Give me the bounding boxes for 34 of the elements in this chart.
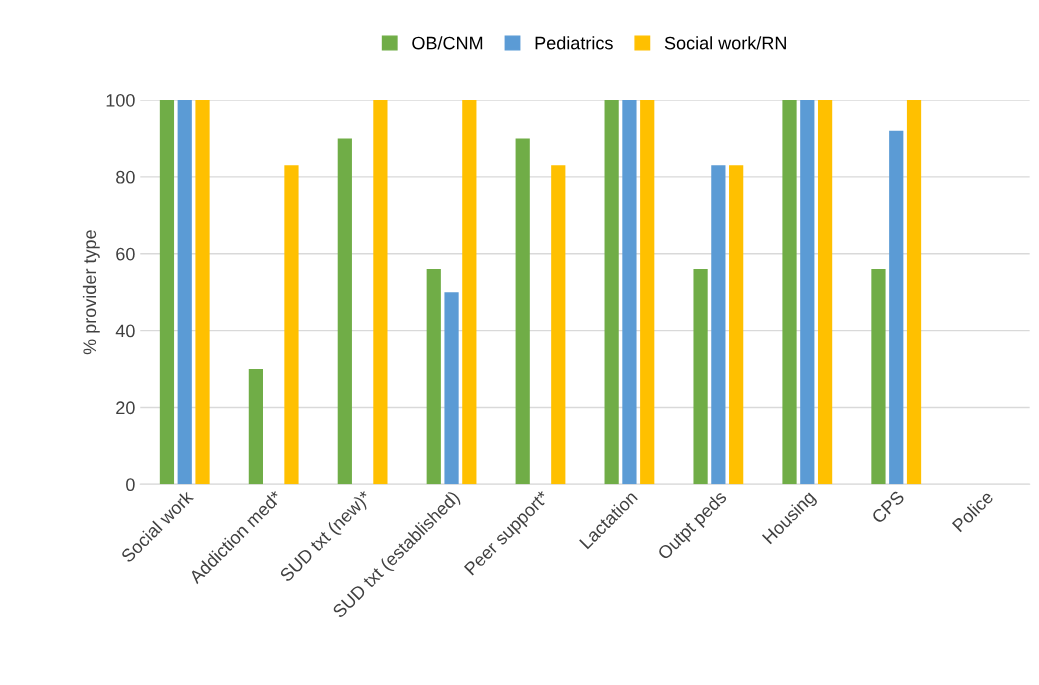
- legend-label: OB/CNM: [412, 36, 483, 50]
- bar: [373, 100, 388, 485]
- bar: [551, 165, 566, 485]
- bar: [711, 165, 726, 485]
- bar: [817, 100, 833, 485]
- bar: [889, 130, 904, 485]
- bar: [337, 138, 352, 485]
- bar: [159, 100, 175, 485]
- y-tick-label: 80: [116, 170, 135, 184]
- bar: [782, 100, 797, 485]
- bar: [693, 269, 708, 485]
- y-tick-label: 40: [115, 324, 135, 338]
- bar: [195, 100, 210, 485]
- bar: [906, 100, 922, 485]
- y-axis-title: % provider type: [82, 230, 100, 355]
- bar: [462, 100, 477, 485]
- y-tick-label: 60: [116, 247, 135, 261]
- y-tick-label: 0: [126, 478, 135, 492]
- bar: [177, 100, 192, 485]
- y-tick-label: 100: [106, 93, 135, 107]
- bar: [871, 269, 886, 485]
- bar: [622, 100, 637, 485]
- legend-label: Social work/RN: [664, 36, 786, 50]
- bar: [444, 292, 459, 485]
- bar: [426, 269, 441, 485]
- bar: [800, 100, 815, 485]
- bar: [640, 100, 655, 485]
- bar: [604, 100, 619, 485]
- bar: [248, 369, 263, 485]
- legend-label: Pediatrics: [535, 36, 613, 50]
- bar: [729, 165, 744, 485]
- bar: [284, 165, 299, 485]
- bar: [515, 138, 530, 485]
- y-tick-label: 20: [116, 401, 135, 415]
